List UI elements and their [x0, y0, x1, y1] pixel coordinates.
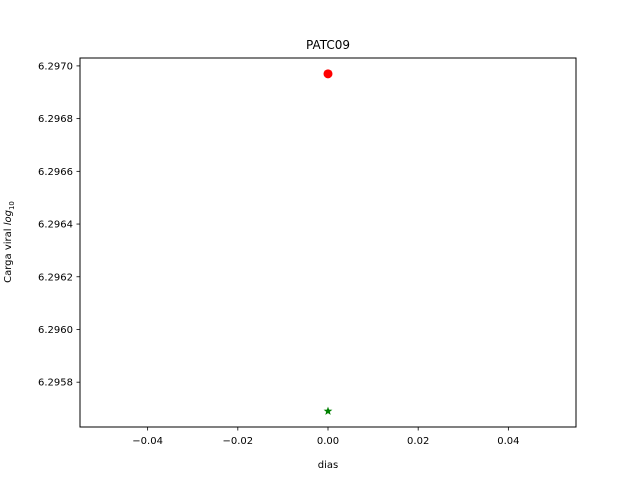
x-tick-label: −0.04: [132, 436, 163, 447]
y-axis-label-subscript: 10: [8, 201, 16, 210]
data-point-star: [323, 406, 333, 415]
plot-frame: [79, 57, 577, 428]
x-tick-label: 0.04: [497, 436, 519, 447]
y-axis-label: Carga viral log10: [3, 201, 16, 283]
y-tick-label: 6.2962: [38, 272, 73, 283]
y-tick-label: 6.2968: [38, 114, 73, 125]
ticks: −0.04 −0.02 0.00 0.02 0.04 6.2958 6.2960 6.2962…: [38, 61, 519, 447]
x-tick-label: 0.00: [317, 436, 339, 447]
chart-title: PATC09: [306, 38, 350, 52]
x-axis-label: dias: [318, 460, 338, 471]
y-tick-label: 6.2960: [38, 325, 73, 336]
y-axis-label-math: log: [3, 210, 14, 225]
y-tick-label: 6.2966: [38, 167, 73, 178]
y-axis-label-text: Carga viral: [3, 225, 14, 283]
y-tick-label: 6.2958: [38, 378, 73, 389]
data-marks: [323, 69, 333, 415]
x-tick-label: 0.02: [407, 436, 429, 447]
x-tick-label: −0.02: [222, 436, 253, 447]
y-tick-label: 6.2964: [38, 220, 73, 231]
data-point-circle: [323, 69, 333, 79]
y-tick-label: 6.2970: [38, 61, 73, 72]
